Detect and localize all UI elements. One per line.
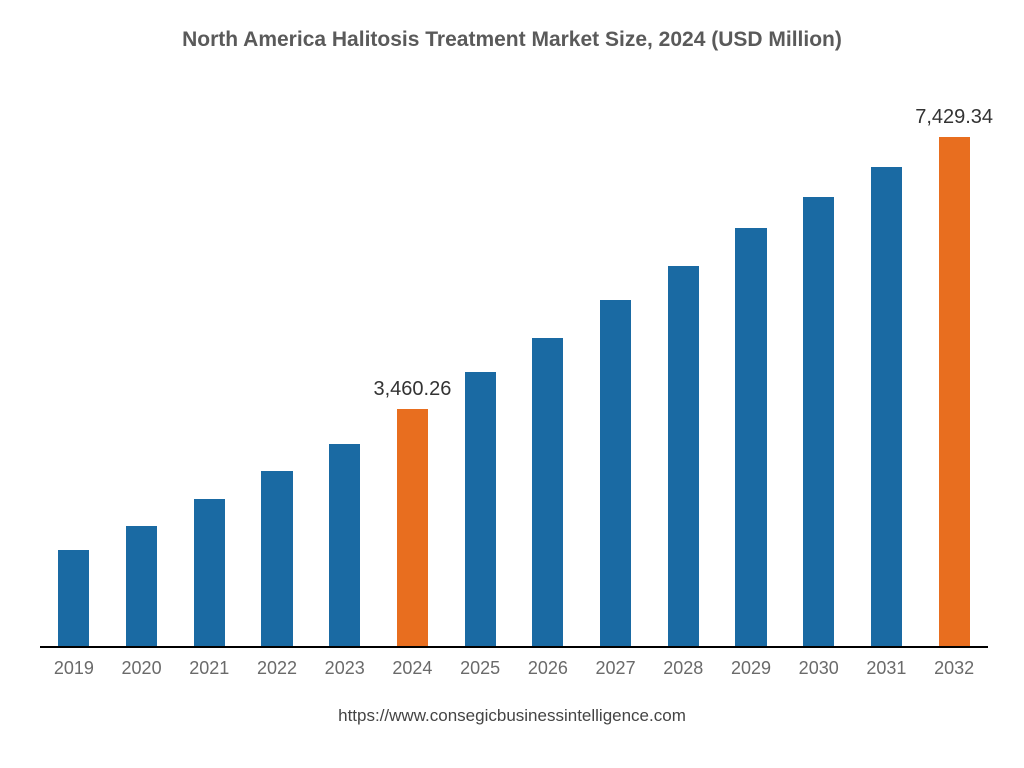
- bar-2023: [329, 444, 360, 646]
- bar-2025: [465, 372, 496, 646]
- bar-2021: [194, 499, 225, 646]
- x-label-2032: 2032: [934, 658, 974, 679]
- x-label-2019: 2019: [54, 658, 94, 679]
- x-label-2030: 2030: [799, 658, 839, 679]
- value-label-2032: 7,429.34: [894, 106, 1014, 129]
- x-label-2025: 2025: [460, 658, 500, 679]
- bar-2024: [397, 409, 428, 646]
- chart-title: North America Halitosis Treatment Market…: [0, 28, 1024, 52]
- x-label-2031: 2031: [866, 658, 906, 679]
- x-label-2024: 2024: [392, 658, 432, 679]
- x-label-2020: 2020: [122, 658, 162, 679]
- x-label-2021: 2021: [189, 658, 229, 679]
- bar-2030: [803, 197, 834, 646]
- x-label-2026: 2026: [528, 658, 568, 679]
- x-label-2028: 2028: [663, 658, 703, 679]
- bar-2020: [126, 526, 157, 646]
- value-label-2024: 3,460.26: [352, 378, 472, 401]
- x-label-2022: 2022: [257, 658, 297, 679]
- bar-2029: [735, 228, 766, 646]
- bar-2026: [532, 338, 563, 646]
- chart-container: North America Halitosis Treatment Market…: [0, 0, 1024, 768]
- x-label-2029: 2029: [731, 658, 771, 679]
- bar-2027: [600, 300, 631, 646]
- bar-2019: [58, 550, 89, 646]
- source-url: https://www.consegicbusinessintelligence…: [0, 706, 1024, 726]
- x-label-2023: 2023: [325, 658, 365, 679]
- x-axis-labels: 2019 2020 2021 2022 2023 2024 2025 2026 2027 2028…: [40, 658, 988, 682]
- x-label-2027: 2027: [596, 658, 636, 679]
- bar-2022: [261, 471, 292, 646]
- x-axis-line: [40, 646, 988, 648]
- bar-2031: [871, 167, 902, 647]
- plot-area: 3,460.267,429.34: [40, 100, 988, 648]
- bar-2028: [668, 266, 699, 646]
- bar-2032: [939, 137, 970, 646]
